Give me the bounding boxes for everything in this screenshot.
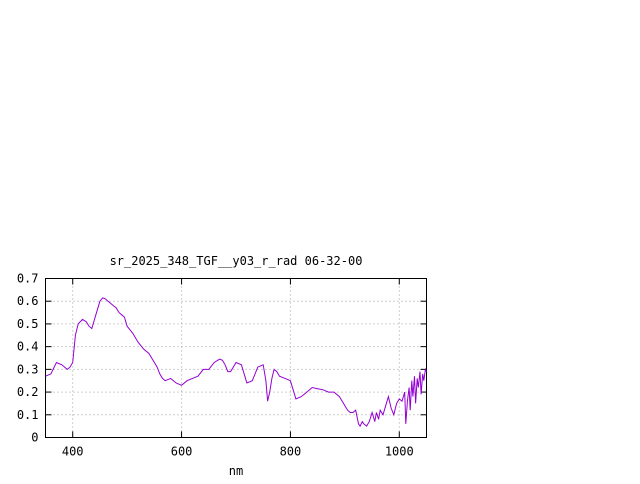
x-tick-label: 400 [62, 445, 84, 459]
y-tick-label: 0 [31, 431, 38, 445]
x-tick-label: 800 [280, 445, 302, 459]
y-tick-label: 0.5 [17, 317, 39, 331]
y-tick-label: 0.2 [17, 385, 39, 399]
series-group [45, 297, 427, 428]
series-line [45, 297, 427, 428]
x-tick-label: 600 [171, 445, 193, 459]
y-tick-label: 0.3 [17, 362, 39, 376]
plot-frame [45, 278, 427, 438]
grid [45, 278, 427, 438]
x-axis-label: nm [229, 464, 243, 478]
y-tick-label: 0.6 [17, 294, 39, 308]
y-tick-label: 0.1 [17, 408, 39, 422]
x-tick-label: 1000 [385, 445, 414, 459]
y-tick-label: 0.7 [17, 272, 39, 286]
chart-title: sr_2025_348_TGF__y03_r_rad 06-32-00 [110, 254, 363, 268]
y-tick-label: 0.4 [17, 340, 39, 354]
axis-ticks: 400 600 800 1000 0 0.1 0.2 0.3 0.4 0.5 0.6 0.7 [17, 272, 427, 459]
